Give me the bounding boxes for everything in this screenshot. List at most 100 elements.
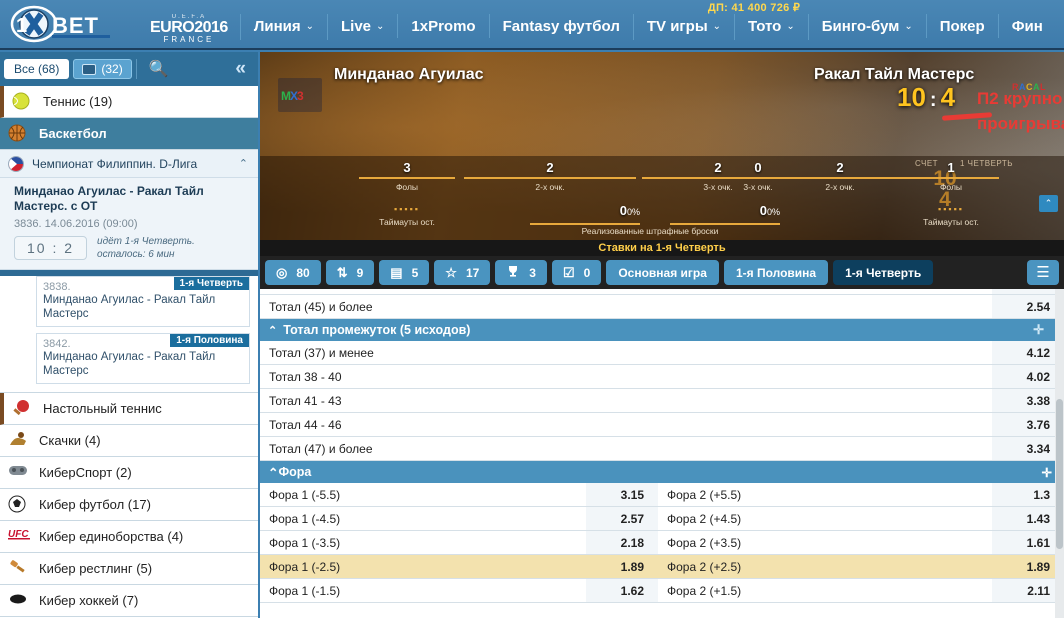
group-title-left[interactable]: ⌃ Фора [260,461,658,483]
filter-chip-selected[interactable]: ☑ 0 [551,260,602,285]
match-card[interactable]: Минданао Агуилас - Ракал Тайл Мастерс. с… [0,178,258,270]
table-row[interactable]: Фора 1 (-4.5) 2.57 [260,507,658,531]
filter-count: 80 [296,265,310,280]
bet-odd[interactable]: 3.76 [992,413,1064,436]
table-row[interactable]: Тотал (45) и более 2.54 [260,295,1064,319]
table-row[interactable]: Тотал 41 - 43 3.38 [260,389,1064,413]
bet-odd[interactable]: 1.3 [992,483,1064,506]
group-header-total-interval[interactable]: ⌃ Тотал промежуток (5 исходов) ✛ [260,319,1064,341]
table-row[interactable]: Фора 1 (-3.5) 2.18 [260,531,658,555]
bet-odd[interactable]: 2.11 [992,579,1064,602]
nav-item-toto[interactable]: Тото ⌄ [734,14,808,40]
table-row[interactable]: Фора 1 (-2.5) 1.89 [260,555,658,579]
stat-pct: 0% [626,207,640,217]
live-video-panel[interactable]: MX3 RACAL Минданао Агуилас Ракал Тайл Ма… [260,52,1064,240]
nav-item-fantasy-football[interactable]: Fantasy футбол [488,14,633,38]
stat-value: 0 [759,203,767,218]
bets-filter-bar: ◎ 80 ⇅ 9 ▤ 5 ☆ 17 3 ☑ 0 Основная игра 1-… [260,256,1064,289]
filter-chip-all-markets[interactable]: ◎ 80 [265,260,321,285]
bet-odd[interactable]: 3.34 [992,437,1064,460]
league-row[interactable]: Чемпионат Филиппин. D-Лига ⌃ [0,150,258,178]
bet-odd[interactable]: 1.61 [992,531,1064,554]
nav-item-poker[interactable]: Покер [925,14,998,38]
video-team-away: Ракал Тайл Мастерс [814,66,975,83]
bet-odd[interactable]: 2.18 [586,531,658,554]
table-row[interactable]: Тотал 44 - 46 3.76 [260,413,1064,437]
nav-item-live[interactable]: Live ⌄ [327,14,397,40]
video-collapse-icon[interactable]: ⌃ [1039,195,1058,212]
main-content: MX3 RACAL Минданао Агуилас Ракал Тайл Ма… [260,52,1064,618]
video-scoreboard: 10:4 [897,82,955,113]
scrollbar-thumb[interactable] [1056,399,1063,549]
table-row[interactable]: Фора 1 (-5.5) 3.15 [260,483,658,507]
bet-odd[interactable]: 4.12 [992,341,1064,364]
nav-item-financial[interactable]: Фин [997,14,1056,38]
table-row[interactable]: Фора 2 (+5.5) 1.3 [658,483,1064,507]
filter-chip-totals[interactable]: ⇅ 9 [325,260,375,285]
nav-item-1xpromo[interactable]: 1xPromo [397,14,488,38]
hamburger-menu-icon[interactable]: ☰ [1027,260,1059,285]
bet-odd[interactable]: 3.15 [586,483,658,506]
sidebar-item-esports[interactable]: КиберСпорт (2) [0,457,258,489]
table-row[interactable]: Тотал 43 - 44 2.48 [260,289,1064,295]
time-left-line: осталось: 6 мин [97,249,175,260]
bet-name: Фора 1 (-1.5) [269,583,341,598]
sidebar-item-horse-racing[interactable]: Скачки (4) [0,425,258,457]
bet-odd[interactable]: 2.54 [992,295,1064,318]
table-row[interactable]: Фора 2 (+3.5) 1.61 [658,531,1064,555]
sidebar-item-cyber-mma[interactable]: UFC Кибер единоборства (4) [0,521,258,553]
group-header-handicap[interactable]: ⌃ Фора ✛ [260,461,1064,483]
filter-chip-favorites[interactable]: ☆ 17 [434,260,491,285]
table-row[interactable]: Фора 2 (+2.5) 1.89 [658,555,1064,579]
table-row[interactable]: Фора 2 (+4.5) 1.43 [658,507,1064,531]
list-item[interactable]: 1-я Половина 3842. Минданао Агуилас - Ра… [36,333,250,384]
table-row[interactable]: Фора 1 (-1.5) 1.62 [260,579,658,603]
table-row[interactable]: Тотал 38 - 40 4.02 [260,365,1064,389]
filter-chip-statistics[interactable]: ▤ 5 [379,260,430,285]
sidebar-item-table-tennis[interactable]: Настольный теннис [0,393,258,425]
table-row[interactable]: Тотал (37) и менее 4.12 [260,341,1064,365]
vertical-scrollbar[interactable] [1055,289,1064,618]
submarket-name: Минданао Агуилас - Ракал Тайл Мастерс [43,351,216,377]
chevron-up-icon[interactable]: ⌃ [238,158,248,170]
tab-first-quarter[interactable]: 1-я Четверть [833,260,934,285]
expand-icon[interactable]: ✛ [1033,322,1044,337]
table-row[interactable]: Фора 2 (+1.5) 2.11 [658,579,1064,603]
bet-odd[interactable]: 1.43 [992,507,1064,530]
nav-item-tv-games[interactable]: TV игры ⌄ [632,14,734,40]
bet-name: Фора 2 (+5.5) [667,487,742,502]
bet-odd[interactable]: 2.57 [586,507,658,530]
bet-odd[interactable]: 1.62 [586,579,658,602]
nav-label: Линия [253,18,301,35]
group-expand-right[interactable]: ✛ [658,461,1064,483]
expand-icon[interactable]: ✛ [1041,465,1052,480]
match-score: 10 : 2 [14,236,88,260]
sidebar-item-cyber-football[interactable]: Кибер футбол (17) [0,489,258,521]
bet-odd[interactable]: 2.48 [992,289,1064,294]
search-icon[interactable]: 🔍 [148,61,169,78]
sidebar-item-cyber-hockey[interactable]: Кибер хоккей (7) [0,585,258,617]
bet-odd[interactable]: 1.89 [992,555,1064,578]
sidebar-item-cyber-wrestling[interactable]: Кибер рестлинг (5) [0,553,258,585]
euro2016-logo[interactable]: U.E.F.A EURO2016 FRANCE [150,14,240,44]
filter-count: 5 [411,265,419,280]
tab-main-game[interactable]: Основная игра [606,260,719,285]
sidebar-item-basketball[interactable]: Баскетбол [0,118,258,150]
bet-odd[interactable]: 1.89 [586,555,658,578]
table-row[interactable]: Тотал (47) и более 3.34 [260,437,1064,461]
logo[interactable]: 1 BET [8,4,138,46]
chevron-down-icon: ⌄ [904,21,913,32]
bet-odd[interactable]: 3.38 [992,389,1064,412]
nav-item-line[interactable]: Линия ⌄ [239,14,327,40]
sidebar-item-label: Теннис (19) [43,94,113,109]
filter-tv-count: (32) [101,62,123,76]
nav-item-bingo[interactable]: Бинго-бум ⌄ [807,14,926,40]
tab-first-half[interactable]: 1-я Половина [723,260,829,285]
sidebar-item-tennis[interactable]: Теннис (19) [0,86,258,118]
filter-chip-results[interactable]: 3 [495,260,547,285]
filter-tv-button[interactable]: (32) [73,59,132,79]
sidebar-collapse-icon[interactable]: « [235,58,246,79]
filter-all-button[interactable]: Все (68) [4,59,70,79]
list-item[interactable]: 1-я Четверть 3838. Минданао Агуилас - Ра… [36,276,250,327]
bet-odd[interactable]: 4.02 [992,365,1064,388]
